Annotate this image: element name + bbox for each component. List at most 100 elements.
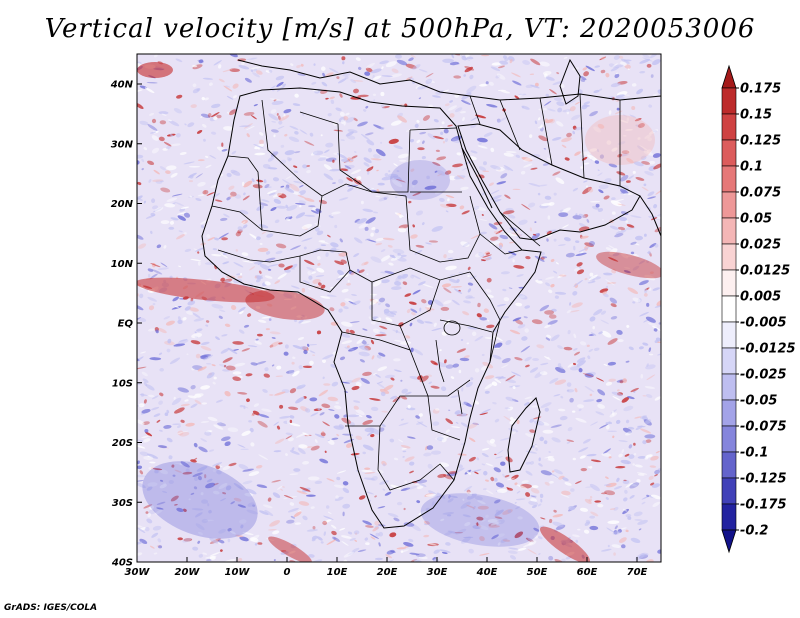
field-speck	[505, 378, 517, 384]
field-speck	[278, 115, 281, 121]
field-speck	[525, 433, 536, 439]
field-speck	[283, 497, 288, 500]
field-speck	[462, 117, 465, 122]
field-speck	[440, 386, 447, 392]
field-speck	[215, 399, 223, 403]
field-speck	[179, 431, 190, 437]
field-speck	[411, 274, 421, 280]
field-speck	[432, 161, 441, 166]
field-speck	[572, 187, 579, 192]
field-speck	[293, 468, 301, 472]
field-speck	[255, 70, 263, 75]
field-speck	[644, 457, 649, 460]
field-speck	[337, 269, 345, 276]
field-speck	[218, 64, 222, 69]
field-speck	[276, 81, 284, 87]
field-speck	[377, 182, 385, 186]
field-speck	[172, 474, 176, 477]
field-speck	[583, 104, 590, 108]
field-speck	[157, 445, 168, 449]
field-speck	[545, 93, 550, 97]
field-speck	[309, 360, 314, 366]
field-speck	[457, 464, 463, 469]
field-speck	[195, 523, 205, 531]
field-speck	[477, 145, 488, 149]
chart-title: Vertical velocity [m/s] at 500hPa, VT: 2…	[44, 14, 756, 44]
field-speck	[259, 139, 264, 145]
field-speck	[160, 479, 164, 482]
field-speck	[147, 160, 155, 166]
field-speck	[279, 115, 290, 122]
field-speck	[485, 463, 494, 467]
field-speck	[639, 58, 651, 64]
field-speck	[608, 257, 619, 262]
colorbar-label: 0.05	[740, 212, 772, 227]
africa-coastline	[201, 87, 542, 529]
field-speck	[520, 345, 531, 353]
border-east	[439, 271, 501, 363]
field-speck	[639, 311, 649, 317]
field-speck	[419, 307, 422, 312]
field-speck	[650, 455, 659, 461]
field-speck	[297, 337, 305, 341]
field-speck	[607, 520, 620, 525]
field-speck	[152, 207, 163, 213]
field-speck	[209, 556, 216, 560]
field-speck	[246, 133, 250, 138]
field-speck	[575, 240, 580, 244]
field-speck	[155, 329, 159, 334]
field-speck	[552, 80, 564, 85]
field-speck	[612, 396, 621, 401]
field-speck	[625, 419, 630, 424]
field-speck	[372, 75, 382, 80]
field-speck	[490, 189, 500, 195]
field-speck	[266, 251, 271, 255]
field-speck	[368, 316, 375, 321]
field-feature	[137, 62, 173, 78]
field-speck	[551, 470, 555, 473]
field-speck	[566, 309, 572, 314]
field-speck	[377, 506, 386, 509]
field-speck	[207, 416, 218, 422]
field-speck	[500, 461, 506, 466]
lon-tick-label: 30E	[427, 567, 448, 578]
field-speck	[605, 422, 611, 425]
field-speck	[550, 424, 562, 428]
field-speck	[320, 541, 324, 544]
field-speck	[616, 329, 623, 335]
field-speck	[443, 474, 453, 480]
field-speck	[525, 461, 531, 465]
field-speck	[517, 516, 523, 520]
field-speck	[397, 253, 401, 256]
field-speck	[137, 444, 146, 449]
field-speck	[157, 538, 162, 543]
field-speck	[323, 515, 334, 520]
field-speck	[314, 433, 325, 438]
field-speck	[259, 510, 269, 516]
field-speck	[353, 88, 359, 94]
field-speck	[146, 518, 153, 524]
field-speck	[535, 279, 543, 284]
field-speck	[366, 239, 377, 243]
field-speck	[474, 206, 487, 211]
field-speck	[587, 355, 591, 360]
field-speck	[327, 439, 331, 442]
field-speck	[239, 519, 247, 524]
field-speck	[208, 82, 213, 86]
field-speck	[148, 305, 155, 311]
border-algeria	[261, 99, 339, 197]
field-speck	[192, 83, 197, 88]
field-speck	[234, 194, 242, 199]
field-speck	[439, 197, 445, 202]
field-speck	[424, 321, 433, 324]
field-speck	[191, 367, 196, 371]
field-speck	[626, 180, 631, 183]
field-speck	[359, 359, 365, 363]
field-speck	[545, 282, 551, 287]
field-speck	[310, 506, 315, 509]
field-speck	[271, 479, 281, 483]
field-speck	[150, 466, 154, 470]
field-speck	[137, 182, 142, 185]
field-speck	[422, 284, 434, 288]
field-speck	[592, 326, 596, 330]
